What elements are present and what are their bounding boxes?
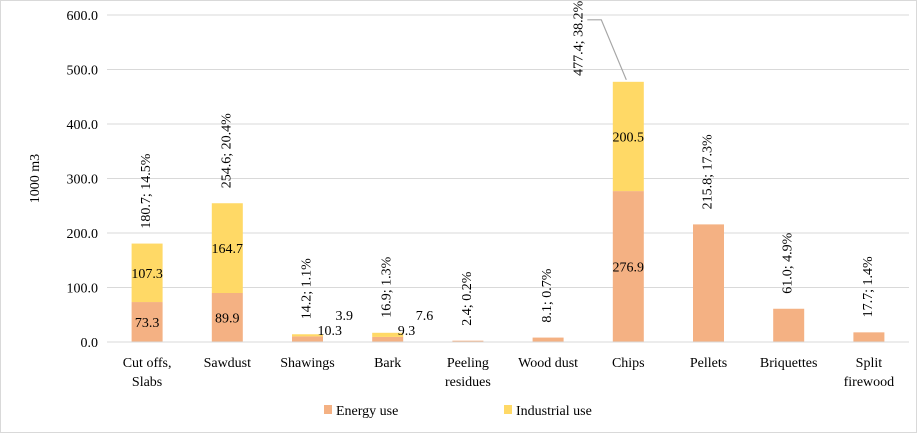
total-label: 14.2; 1.1% <box>300 258 315 319</box>
bar-segment <box>372 336 404 342</box>
total-label: 180.7; 14.5% <box>139 153 154 228</box>
x-tick-label: Peeling <box>447 356 489 371</box>
data-label: 73.3 <box>135 316 160 331</box>
y-tick-label: 100.0 <box>67 282 99 297</box>
legend-swatch <box>504 405 512 414</box>
total-label: 215.8; 17.3% <box>701 134 716 209</box>
x-tick-label: Sawdust <box>204 356 252 371</box>
legend-swatch <box>324 405 332 414</box>
total-label: 8.1; 0.7% <box>540 268 555 322</box>
total-label: 2.4; 0.2% <box>460 271 475 325</box>
bar-segment <box>452 340 484 342</box>
x-tick-label: Wood dust <box>518 356 578 371</box>
x-tick-label: Pellets <box>690 356 727 371</box>
y-tick-label: 200.0 <box>67 227 99 242</box>
y-tick-label: 400.0 <box>67 118 99 133</box>
x-tick-label: Split <box>856 356 883 371</box>
bar-segment <box>131 243 163 303</box>
bar-segment <box>532 337 564 342</box>
y-tick-label: 500.0 <box>67 64 99 79</box>
total-label: 477.4; 38.2% <box>571 1 586 76</box>
x-tick-label: residues <box>445 375 491 390</box>
x-tick-label: Bark <box>374 356 401 371</box>
bar-segment <box>773 308 805 342</box>
total-label: 17.7; 1.4% <box>861 256 876 317</box>
bar-segment <box>211 203 243 294</box>
y-tick-label: 300.0 <box>67 173 99 188</box>
x-tick-label: firewood <box>844 375 895 390</box>
total-label: 254.6; 20.4% <box>219 113 234 188</box>
legend-label: Energy use <box>336 404 398 419</box>
data-label: 107.3 <box>131 267 163 282</box>
leader-line <box>587 19 627 81</box>
data-label: 200.5 <box>613 130 645 145</box>
y-axis-title: 1000 m3 <box>28 154 43 203</box>
data-label: 7.6 <box>416 309 434 324</box>
total-label: 61.0; 4.9% <box>781 232 796 293</box>
x-tick-label: Cut offs, <box>123 356 172 371</box>
x-axis: Cut offs, Slabs Sawdust Shawings Bark Peeling… <box>107 341 909 390</box>
y-axis: 0.0 100.0 200.0 300.0 400.0 500.0 600.0 1000 m3 <box>28 9 98 351</box>
total-label: 16.9; 1.3% <box>380 256 395 317</box>
data-label: 3.9 <box>336 309 354 324</box>
x-tick-label: Chips <box>612 356 645 371</box>
bar-segment <box>372 332 404 337</box>
x-tick-label: Slabs <box>132 375 162 390</box>
bar-segment <box>612 81 644 192</box>
data-label: 276.9 <box>613 261 645 276</box>
data-label: 10.3 <box>318 324 343 339</box>
bar-segment <box>612 191 644 342</box>
legend-label: Industrial use <box>516 404 592 419</box>
bars: 73.3 107.3 89.9 164.7 10.33.9 9.37.6 276.9 200.… <box>131 1 885 342</box>
bar-segment <box>292 336 323 342</box>
x-tick-label: Briquettes <box>760 356 818 371</box>
bar-segment <box>853 332 885 342</box>
x-tick-label: Shawings <box>280 356 334 371</box>
y-tick-label: 0.0 <box>81 336 99 351</box>
data-label: 164.7 <box>212 242 244 257</box>
data-label: 89.9 <box>215 312 240 327</box>
legend: Energy use Industrial use <box>324 404 592 419</box>
y-tick-label: 600.0 <box>67 9 99 24</box>
bar-segment <box>211 293 243 342</box>
bar-segment <box>693 224 724 342</box>
bar-segment <box>131 302 163 342</box>
data-label: 9.3 <box>398 324 416 339</box>
bar-segment <box>292 334 323 337</box>
